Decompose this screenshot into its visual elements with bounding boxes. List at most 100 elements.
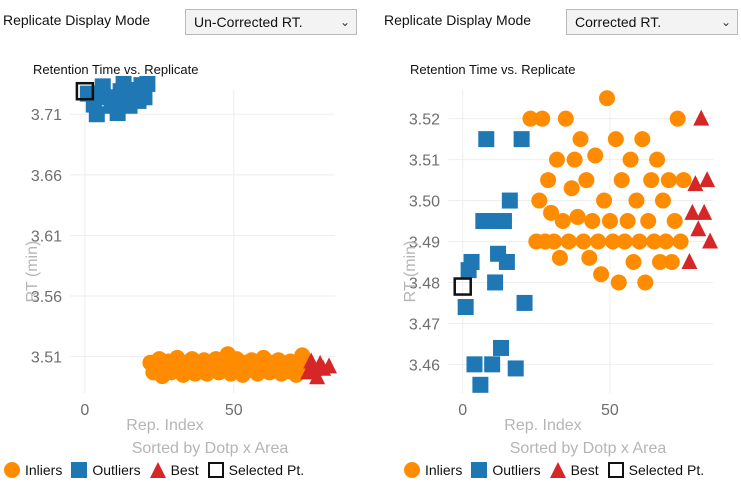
inlier-point[interactable]	[610, 274, 627, 291]
outlier-point[interactable]	[88, 106, 105, 123]
inlier-point[interactable]	[601, 213, 618, 230]
inlier-point[interactable]	[625, 253, 642, 270]
y-tick-label: 3.61	[31, 228, 62, 245]
inlier-point[interactable]	[607, 131, 624, 148]
outlier-point[interactable]	[487, 274, 504, 291]
outlier-point[interactable]	[478, 131, 495, 148]
best-point[interactable]	[684, 203, 701, 220]
outlier-point[interactable]	[501, 192, 518, 209]
best-point[interactable]	[693, 109, 710, 126]
inlier-point[interactable]	[622, 151, 639, 168]
inlier-point[interactable]	[669, 110, 686, 127]
legend-item-selected[interactable]: Selected Pt.	[207, 461, 304, 479]
outlier-point[interactable]	[495, 213, 512, 230]
inlier-point[interactable]	[534, 110, 551, 127]
legend-item-inliers[interactable]: Inliers	[403, 461, 462, 479]
outlier-point[interactable]	[139, 75, 156, 92]
best-point[interactable]	[699, 171, 716, 188]
best-point[interactable]	[690, 220, 707, 237]
display-mode-select[interactable]: Un-Corrected RT. ⌄	[185, 9, 357, 35]
legend-label: Inliers	[425, 462, 463, 478]
inlier-point[interactable]	[649, 151, 666, 168]
inlier-point[interactable]	[563, 180, 580, 197]
inlier-point[interactable]	[554, 213, 571, 230]
y-axis-label: RT (min)	[24, 241, 41, 303]
inlier-point[interactable]	[619, 213, 636, 230]
inlier-point[interactable]	[584, 213, 601, 230]
inlier-point[interactable]	[572, 131, 589, 148]
right-panel: Replicate Display Mode Corrected RT. ⌄ R…	[378, 0, 741, 483]
inlier-point[interactable]	[634, 131, 651, 148]
inlier-point[interactable]	[599, 90, 615, 107]
inlier-point[interactable]	[663, 253, 680, 270]
inlier-point[interactable]	[569, 208, 586, 225]
outlier-point[interactable]	[484, 356, 501, 373]
inlier-point[interactable]	[557, 110, 574, 127]
rt-chart-uncorrected[interactable]: 3.71 3.66 3.61 3.56 3.51 0 50 RT (min) Rep. Inde…	[0, 0, 372, 483]
inlier-point[interactable]	[660, 172, 677, 189]
outlier-point[interactable]	[498, 253, 515, 270]
outlier-point[interactable]	[481, 213, 498, 230]
inlier-point[interactable]	[575, 233, 592, 250]
inlier-point[interactable]	[581, 249, 598, 266]
y-tick-label: 3.66	[31, 168, 62, 185]
outlier-point[interactable]	[466, 356, 483, 373]
outlier-point[interactable]	[493, 339, 509, 356]
inlier-point[interactable]	[551, 249, 568, 266]
best-point[interactable]	[309, 368, 326, 385]
inlier-point[interactable]	[604, 233, 621, 250]
inlier-point[interactable]	[531, 192, 548, 209]
inlier-point[interactable]	[666, 213, 683, 230]
outlier-point[interactable]	[472, 376, 489, 393]
inlier-point[interactable]	[652, 253, 668, 270]
outlier-point[interactable]	[516, 294, 533, 311]
inlier-point[interactable]	[546, 233, 562, 250]
inlier-point[interactable]	[587, 147, 604, 164]
display-mode-select[interactable]: Corrected RT. ⌄	[566, 9, 738, 35]
legend-item-best[interactable]: Best	[149, 461, 199, 479]
inlier-point[interactable]	[540, 172, 557, 189]
selected-point[interactable]	[75, 81, 95, 101]
inlier-point[interactable]	[566, 151, 583, 168]
inlier-point[interactable]	[590, 233, 607, 250]
outlier-point[interactable]	[463, 253, 480, 270]
selected-point[interactable]	[453, 277, 472, 296]
outlier-point[interactable]	[136, 89, 153, 106]
inlier-point[interactable]	[646, 233, 663, 250]
inlier-point[interactable]	[522, 110, 539, 127]
legend-item-outliers[interactable]: Outliers	[70, 461, 141, 479]
inlier-point[interactable]	[543, 204, 560, 221]
outlier-point[interactable]	[513, 131, 530, 148]
inlier-point[interactable]	[613, 172, 630, 189]
best-point[interactable]	[321, 357, 338, 374]
inlier-point[interactable]	[672, 233, 689, 250]
legend-item-best[interactable]: Best	[549, 461, 599, 479]
inlier-point[interactable]	[643, 172, 660, 189]
inlier-point[interactable]	[616, 233, 633, 250]
inlier-point[interactable]	[548, 151, 565, 168]
outlier-point[interactable]	[507, 360, 524, 377]
inlier-point[interactable]	[596, 192, 613, 209]
best-point[interactable]	[702, 232, 719, 249]
inlier-point[interactable]	[657, 233, 674, 250]
outlier-point[interactable]	[457, 299, 474, 316]
best-point[interactable]	[687, 175, 704, 192]
chart-legend: Inliers Outliers Best Selected Pt.	[3, 459, 312, 481]
best-point[interactable]	[696, 203, 713, 220]
inlier-point[interactable]	[637, 274, 654, 291]
inlier-point[interactable]	[294, 347, 311, 364]
inlier-point[interactable]	[631, 233, 648, 250]
legend-item-outliers[interactable]: Outliers	[470, 461, 541, 479]
best-point[interactable]	[681, 252, 698, 269]
legend-item-selected[interactable]: Selected Pt.	[607, 461, 704, 479]
inlier-point[interactable]	[654, 192, 671, 209]
chart-legend: Inliers Outliers Best Selected Pt.	[403, 459, 712, 481]
inlier-point[interactable]	[560, 233, 577, 250]
inlier-point[interactable]	[640, 213, 657, 230]
inlier-point[interactable]	[593, 266, 610, 283]
legend-item-inliers[interactable]: Inliers	[3, 461, 62, 479]
inlier-point[interactable]	[675, 172, 692, 189]
inlier-point[interactable]	[578, 172, 595, 189]
inlier-point[interactable]	[628, 192, 645, 209]
